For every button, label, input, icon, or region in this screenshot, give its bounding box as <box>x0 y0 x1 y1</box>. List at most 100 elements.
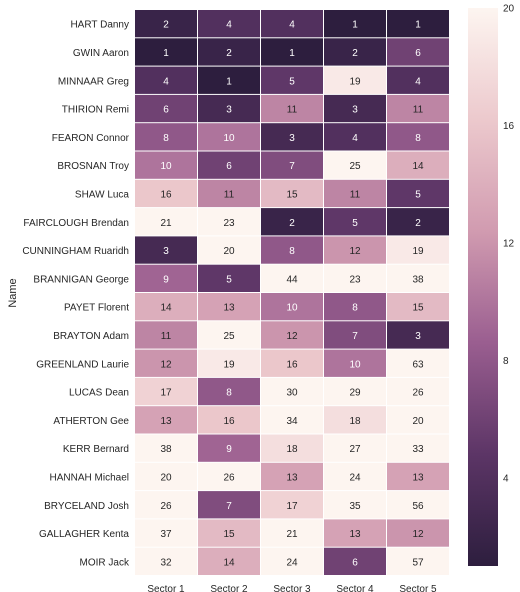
row-label: MOIR Jack <box>80 557 130 568</box>
heatmap-cell <box>261 462 323 491</box>
column-label: Sector 1 <box>147 584 185 592</box>
heatmap-cell <box>387 151 449 179</box>
cell-value-label: 57 <box>412 557 424 568</box>
cell-value-label: 13 <box>286 472 298 483</box>
heatmap-cell <box>387 406 449 434</box>
cell-value-label: 44 <box>286 274 298 285</box>
heatmap-cell <box>387 377 449 406</box>
cell-value-label: 11 <box>413 105 424 116</box>
heatmap-cell <box>198 38 260 66</box>
colorbar: 4 8 12 16 20 <box>468 4 515 566</box>
heatmap-cell <box>261 236 323 264</box>
heatmap-cell <box>387 208 449 236</box>
heatmap-cell <box>324 547 386 575</box>
heatmap-cell <box>324 293 386 321</box>
row-label: CUNNINGHAM Ruaridh <box>22 246 129 257</box>
heatmap-cell <box>261 94 323 123</box>
cell-value-label: 38 <box>160 444 172 455</box>
heatmap-cell <box>135 10 197 38</box>
row-label: BRAYTON Adam <box>53 331 129 342</box>
cell-value-label: 3 <box>163 246 169 257</box>
cell-value-label: 21 <box>286 529 298 540</box>
cell-value-label: 3 <box>352 105 358 116</box>
cell-value-label: 14 <box>223 557 235 568</box>
row-label: FEARON Connor <box>52 133 130 144</box>
heatmap-cell <box>135 293 197 321</box>
heatmap-cell <box>387 236 449 264</box>
heatmap-cell <box>135 151 197 179</box>
cell-value-label: 37 <box>160 529 172 540</box>
cell-value-label: 10 <box>349 359 361 370</box>
cell-value-label: 30 <box>286 388 298 399</box>
cell-value-label: 1 <box>352 20 358 31</box>
colorbar-tick-label: 4 <box>503 473 509 484</box>
cell-value-label: 17 <box>286 501 298 512</box>
heatmap-cell <box>261 208 323 236</box>
cell-value-label: 27 <box>349 444 361 455</box>
cell-value-label: 6 <box>352 557 358 568</box>
cell-value-label: 10 <box>286 303 298 314</box>
heatmap-cell <box>135 406 197 434</box>
heatmap-cell <box>324 377 386 406</box>
cell-value-label: 18 <box>349 416 361 427</box>
cell-value-label: 9 <box>226 444 232 455</box>
heatmap-cell <box>198 519 260 547</box>
cell-value-label: 5 <box>226 274 232 285</box>
cell-value-label: 11 <box>161 331 172 342</box>
row-label: BRYCELAND Josh <box>44 501 129 512</box>
heatmap-cell <box>198 66 260 94</box>
heatmap-cell <box>324 94 386 123</box>
row-label: PAYET Florent <box>64 303 129 314</box>
heatmap-cell <box>387 293 449 321</box>
cell-value-label: 26 <box>412 388 424 399</box>
cell-value-label: 23 <box>349 274 361 285</box>
heatmap-cell <box>261 519 323 547</box>
colorbar-tick-label: 12 <box>503 238 515 249</box>
colorbar-tick-label: 20 <box>503 4 515 15</box>
heatmap-cell <box>261 179 323 208</box>
colorbar-tick-label: 8 <box>503 356 509 367</box>
heatmap-cell <box>261 547 323 575</box>
cell-value-label: 13 <box>160 416 172 427</box>
cell-value-label: 4 <box>289 20 295 31</box>
cell-value-label: 5 <box>289 76 295 87</box>
cell-value-label: 21 <box>160 218 172 229</box>
heatmap-cell <box>135 264 197 292</box>
heatmap-cell <box>261 349 323 377</box>
cell-value-label: 11 <box>287 105 298 116</box>
heatmap-cell <box>261 434 323 462</box>
heatmap-cell <box>261 293 323 321</box>
heatmap-cell <box>324 10 386 38</box>
row-label: SHAW Luca <box>75 189 130 200</box>
heatmap-cell <box>387 547 449 575</box>
cell-value-label: 13 <box>412 472 424 483</box>
cell-value-label: 14 <box>412 161 424 172</box>
cell-value-label: 56 <box>412 501 424 512</box>
cell-value-label: 12 <box>160 359 172 370</box>
cell-value-label: 23 <box>223 218 235 229</box>
cell-value-label: 4 <box>226 20 232 31</box>
cell-value-label: 20 <box>412 416 424 427</box>
cell-value-label: 13 <box>349 529 361 540</box>
row-label: LUCAS Dean <box>69 388 129 399</box>
heatmap-cell <box>324 462 386 491</box>
cell-value-label: 19 <box>412 246 424 257</box>
heatmap-cell <box>198 321 260 349</box>
cell-value-label: 18 <box>286 444 298 455</box>
heatmap-cell <box>135 236 197 264</box>
heatmap-cell <box>324 151 386 179</box>
heatmap-cell <box>324 66 386 94</box>
cell-value-label: 14 <box>160 303 172 314</box>
cell-value-label: 26 <box>160 501 172 512</box>
heatmap-cell <box>387 491 449 519</box>
cell-value-label: 63 <box>412 359 424 370</box>
cell-value-label: 25 <box>223 331 235 342</box>
heatmap-cell <box>135 434 197 462</box>
heatmap-cell <box>198 264 260 292</box>
heatmap-cell <box>387 66 449 94</box>
cell-value-label: 8 <box>289 246 295 257</box>
heatmap-cell <box>135 94 197 123</box>
cell-value-label: 29 <box>349 388 361 399</box>
cell-value-label: 17 <box>160 388 172 399</box>
